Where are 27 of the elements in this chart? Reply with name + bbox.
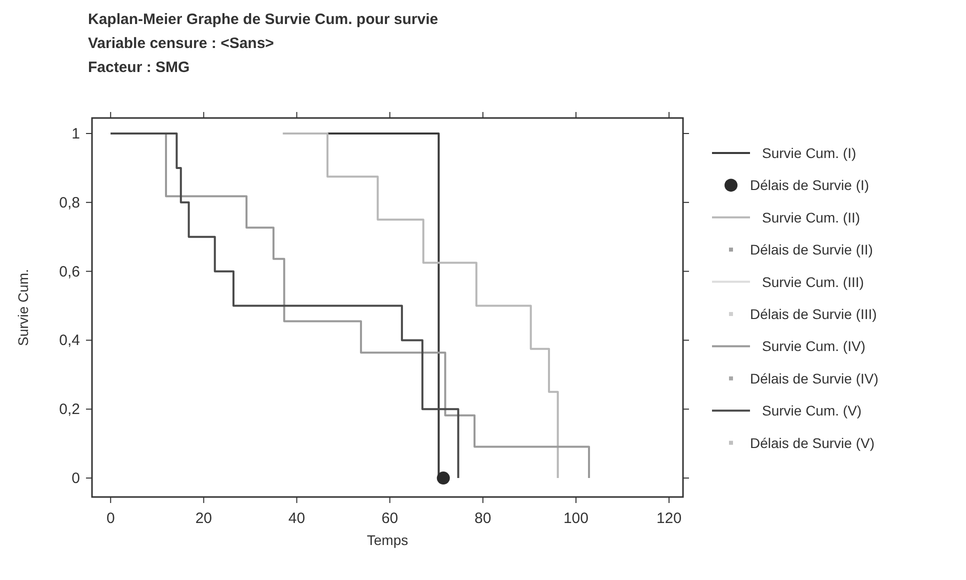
x-tick-label: 80: [474, 510, 492, 527]
x-tick-label: 40: [288, 510, 306, 527]
x-tick-label: 0: [106, 510, 115, 527]
legend-label: Délais de Survie (IV): [750, 370, 878, 386]
y-tick-label: 0: [72, 470, 80, 488]
legend-label: Survie Cum. (V): [762, 402, 862, 419]
legend-label: Délais de Survie (V): [750, 434, 874, 451]
x-tick-label: 120: [656, 510, 682, 527]
y-axis-title: Survie Cum.: [15, 268, 31, 346]
legend-label: Survie Cum. (III): [762, 274, 864, 290]
x-tick-label: 60: [381, 510, 398, 527]
x-tick-label: 20: [195, 510, 212, 527]
legend-label: Délais de Survie (I): [750, 177, 870, 194]
y-tick-label: 0,2: [59, 401, 80, 418]
x-tick-label: 100: [563, 510, 588, 527]
chart-subtitle: Variable censure : <Sans> Facteur : SMG: [88, 35, 274, 76]
legend-label: Délais de Survie (II): [750, 242, 873, 258]
y-tick-label: 0,4: [59, 332, 80, 350]
chart-title: Kaplan-Meier Graphe de Survie Cum. pour survie: [88, 11, 438, 28]
legend-label: Délais de Survie (III): [750, 306, 877, 322]
legend-label: Survie Cum. (IV): [762, 338, 866, 354]
y-tick-label: 1: [72, 126, 80, 143]
y-tick-label: 0,8: [59, 194, 80, 212]
legend-label: Survie Cum. (I): [762, 145, 856, 161]
x-axis-title: Temps: [366, 532, 408, 548]
y-tick-label: 0,6: [59, 263, 80, 280]
legend-label: Survie Cum. (II): [762, 209, 860, 226]
